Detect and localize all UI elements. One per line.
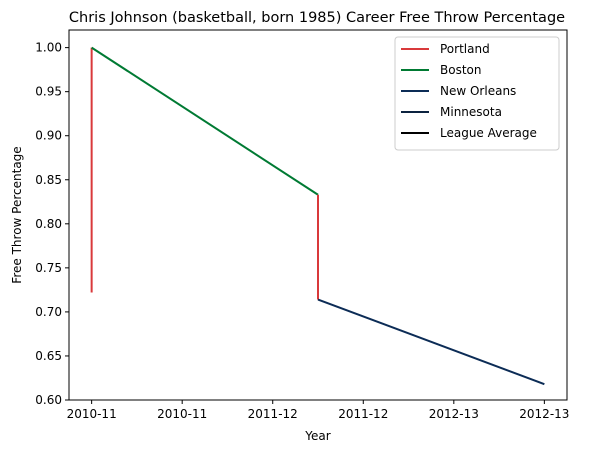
x-tick-label: 2011-12	[248, 407, 298, 421]
y-axis-label: Free Throw Percentage	[10, 146, 24, 283]
plot-area	[68, 29, 568, 401]
x-axis: 2010-11 2010-11 2011-12 2011-12 2012-13 2012-…	[67, 400, 569, 421]
legend-label: Portland	[440, 42, 490, 56]
y-tick-label: 1.00	[35, 41, 62, 55]
y-tick-label: 0.60	[35, 393, 62, 407]
series-layer	[90, 46, 545, 386]
series-line-new-orleans	[317, 298, 545, 386]
y-tick-label: 0.85	[35, 173, 62, 187]
legend: Portland Boston New Orleans Minnesota League…	[394, 36, 560, 151]
y-tick-label: 0.65	[35, 349, 62, 363]
legend-label: League Average	[440, 126, 537, 140]
y-tick-label: 0.75	[35, 261, 62, 275]
x-tick-label: 2011-12	[338, 407, 388, 421]
y-tick-label: 0.80	[35, 217, 62, 231]
legend-label: Boston	[440, 63, 481, 77]
y-axis: 0.60 0.65 0.70 0.75 0.80 0.85 0.90 0.95 1.00	[35, 41, 69, 407]
legend-box	[394, 36, 560, 151]
y-tick-label: 0.95	[35, 85, 62, 99]
x-tick-label: 2010-11	[157, 407, 207, 421]
x-tick-label: 2012-13	[519, 407, 569, 421]
legend-label: New Orleans	[440, 84, 516, 98]
x-axis-label: Year	[304, 429, 330, 443]
y-tick-label: 0.70	[35, 305, 62, 319]
x-tick-label: 2010-11	[67, 407, 117, 421]
legend-label: Minnesota	[440, 105, 502, 119]
chart-title: Chris Johnson (basketball, born 1985) Ca…	[69, 10, 565, 26]
y-tick-label: 0.90	[35, 129, 62, 143]
x-tick-label: 2012-13	[429, 407, 479, 421]
series-line-boston	[91, 46, 319, 196]
